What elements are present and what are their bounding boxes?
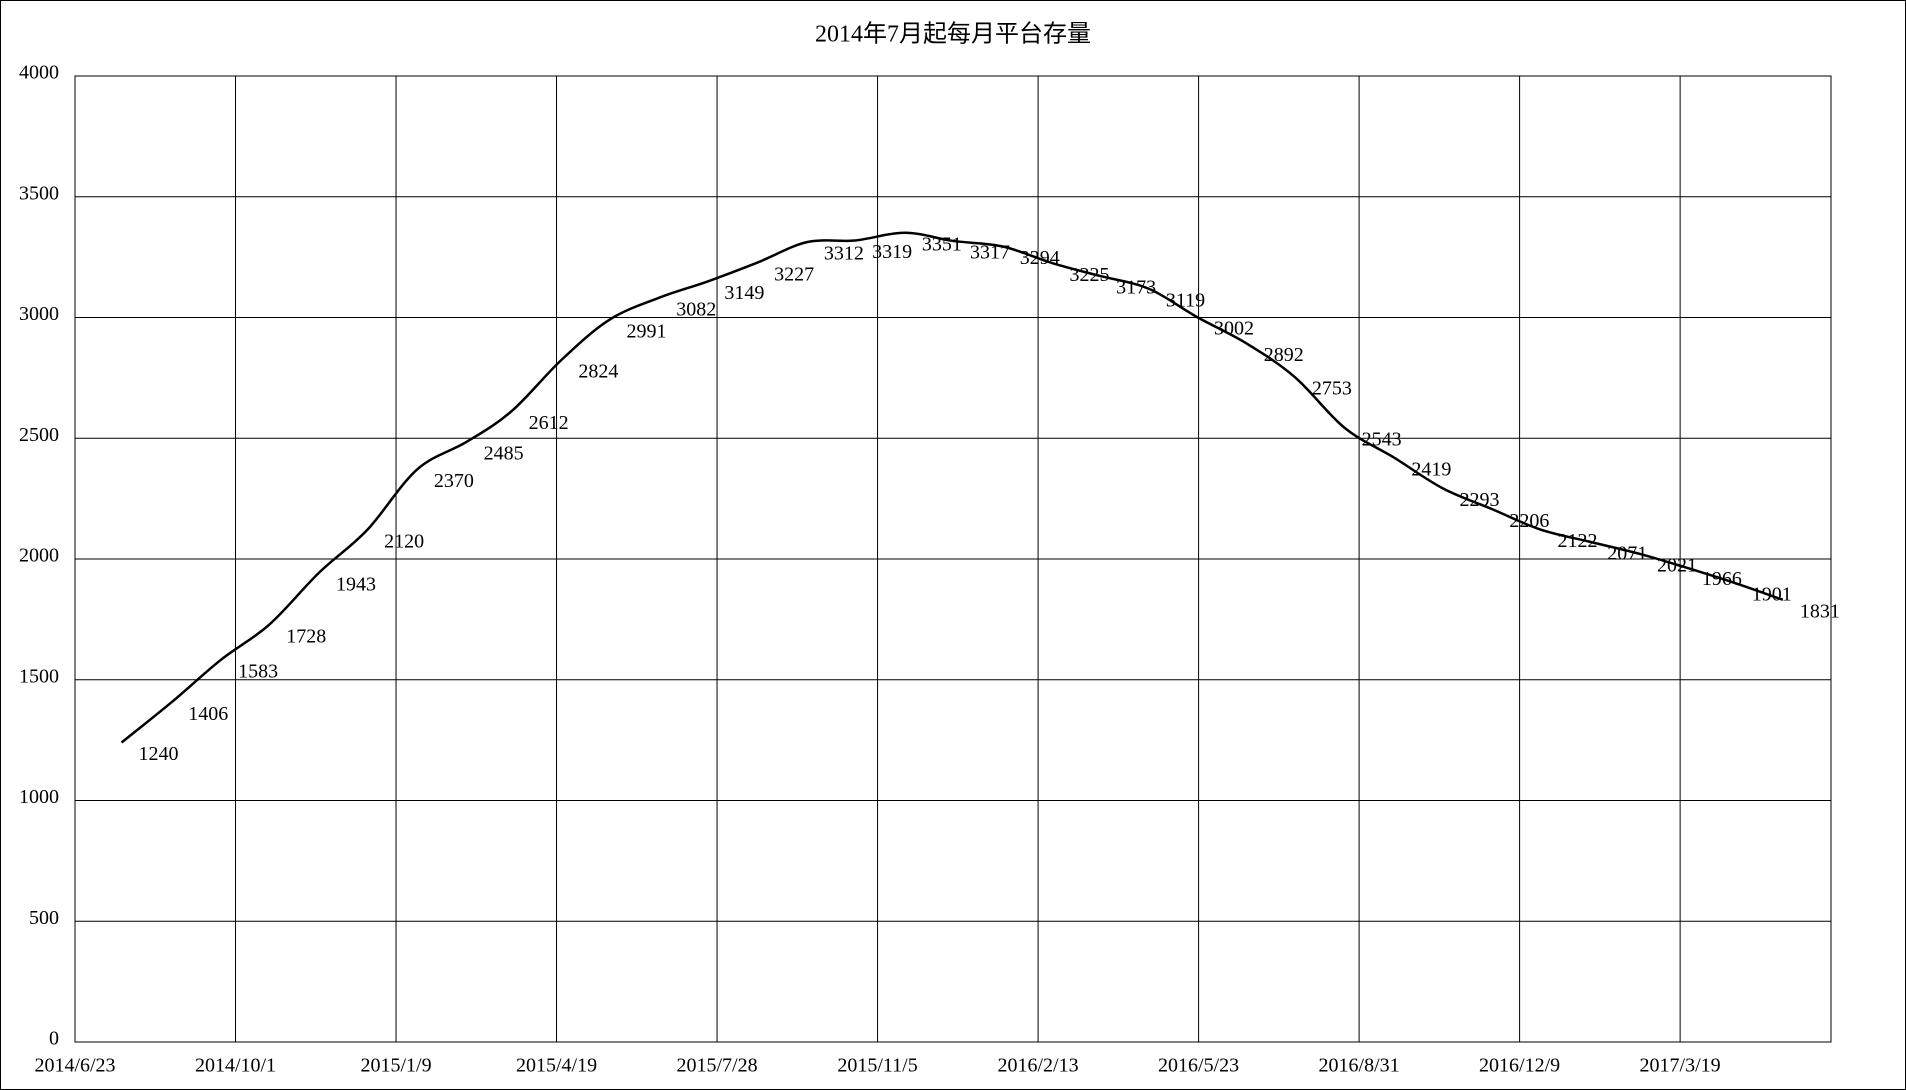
data-label: 1831 bbox=[1800, 600, 1840, 622]
data-label: 3225 bbox=[1070, 264, 1110, 286]
x-tick-label: 2015/11/5 bbox=[837, 1055, 917, 1077]
data-label: 1901 bbox=[1752, 584, 1792, 606]
y-tick-label: 1000 bbox=[19, 786, 59, 808]
x-tick-label: 2014/6/23 bbox=[34, 1055, 115, 1077]
data-label: 3227 bbox=[774, 263, 814, 285]
data-label: 2206 bbox=[1509, 510, 1549, 532]
data-label: 1728 bbox=[286, 625, 326, 647]
data-label: 3319 bbox=[872, 241, 912, 263]
data-label: 2612 bbox=[529, 412, 569, 434]
data-label: 3119 bbox=[1166, 289, 1205, 311]
y-tick-label: 0 bbox=[49, 1028, 59, 1050]
data-label: 3149 bbox=[724, 282, 764, 304]
data-label: 1966 bbox=[1702, 568, 1742, 590]
data-label: 2892 bbox=[1264, 344, 1304, 366]
series-line bbox=[120, 231, 1784, 744]
x-tick-label: 2014/10/1 bbox=[195, 1055, 276, 1077]
data-label: 2120 bbox=[384, 531, 424, 553]
data-label: 2543 bbox=[1362, 428, 1402, 450]
data-label: 2991 bbox=[627, 320, 667, 342]
y-tick-label: 3000 bbox=[19, 303, 59, 325]
x-tick-label: 2015/4/19 bbox=[516, 1055, 597, 1077]
y-tick-label: 2000 bbox=[19, 545, 59, 567]
y-tick-label: 500 bbox=[29, 907, 59, 929]
data-label: 1943 bbox=[336, 573, 376, 595]
x-tick-label: 2016/12/9 bbox=[1479, 1055, 1560, 1077]
data-label: 3294 bbox=[1020, 247, 1060, 269]
data-label: 3173 bbox=[1116, 276, 1156, 298]
data-label: 2071 bbox=[1607, 542, 1647, 564]
data-label: 1406 bbox=[188, 703, 228, 725]
x-tick-label: 2016/5/23 bbox=[1158, 1055, 1239, 1077]
data-label: 2370 bbox=[434, 470, 474, 492]
y-tick-label: 2500 bbox=[19, 424, 59, 446]
data-label: 2293 bbox=[1460, 489, 1500, 511]
data-label: 3002 bbox=[1214, 318, 1254, 340]
x-tick-label: 2016/8/31 bbox=[1319, 1055, 1400, 1077]
data-label: 3317 bbox=[970, 242, 1010, 264]
data-label: 3351 bbox=[922, 233, 962, 255]
data-label: 1240 bbox=[139, 743, 179, 765]
data-label: 1583 bbox=[238, 660, 278, 682]
data-label: 2419 bbox=[1411, 458, 1451, 480]
data-label: 3312 bbox=[824, 243, 864, 265]
y-tick-label: 4000 bbox=[19, 62, 59, 84]
x-tick-label: 2015/7/28 bbox=[676, 1055, 757, 1077]
x-tick-label: 2017/3/19 bbox=[1640, 1055, 1721, 1077]
x-tick-label: 2016/2/13 bbox=[998, 1055, 1079, 1077]
chart-title: 2014年7月起每月平台存量 bbox=[815, 21, 1091, 48]
data-label: 2122 bbox=[1557, 530, 1597, 552]
data-label: 2485 bbox=[484, 442, 524, 464]
data-label: 2824 bbox=[578, 361, 618, 383]
x-tick-label: 2015/1/9 bbox=[360, 1055, 431, 1077]
data-label: 3082 bbox=[676, 298, 716, 320]
data-label: 2021 bbox=[1657, 555, 1697, 577]
y-tick-label: 3500 bbox=[19, 182, 59, 204]
data-label: 2753 bbox=[1312, 378, 1352, 400]
y-tick-label: 1500 bbox=[19, 665, 59, 687]
